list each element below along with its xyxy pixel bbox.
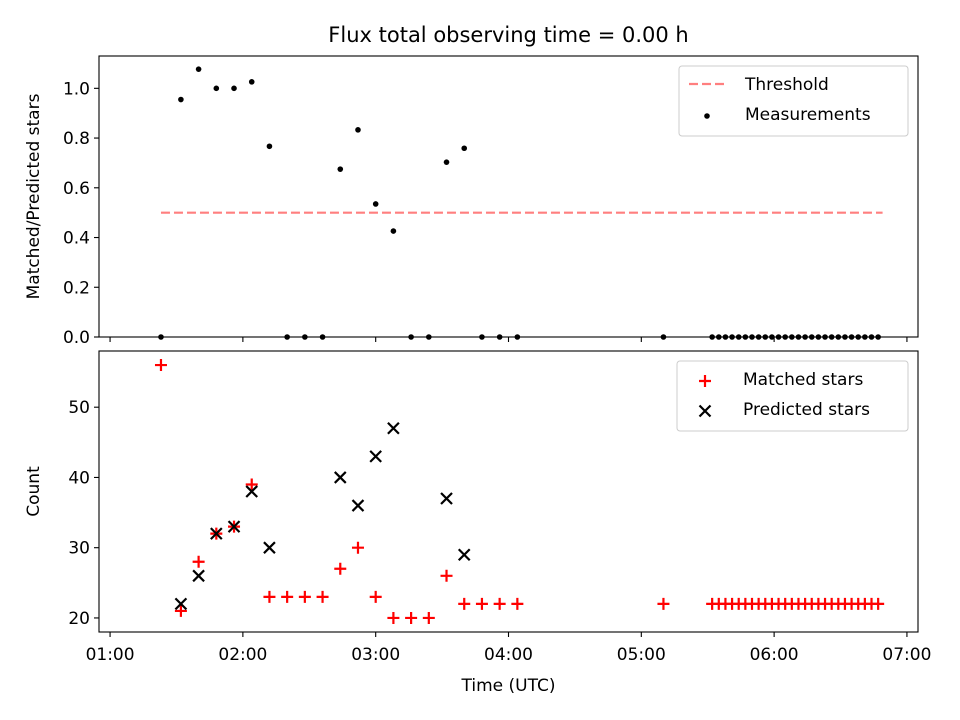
data-point — [351, 499, 365, 512]
data-point — [334, 562, 347, 575]
y-axis-label: Count — [24, 466, 44, 517]
data-point — [245, 478, 258, 491]
data-point — [337, 166, 344, 172]
data-point — [333, 471, 347, 484]
y-tick-label: 0.0 — [63, 328, 90, 348]
data-point — [195, 66, 202, 72]
legend-label: Threshold — [744, 75, 829, 95]
x-tick-label: 05:00 — [617, 645, 666, 665]
plot-frame — [98, 350, 919, 633]
y-axis-label: Matched/Predicted stars — [24, 93, 44, 299]
data-point — [405, 611, 418, 624]
data-point — [174, 604, 187, 617]
data-point — [213, 85, 220, 92]
y-tick-label: 0.6 — [63, 179, 90, 199]
data-point — [281, 590, 294, 603]
chart-panel-1: Flux total observing time = 0.00 h Matche… — [24, 23, 919, 348]
x-tick-label: 03:00 — [351, 645, 400, 665]
data-point — [387, 611, 400, 624]
y-tick-label: 40 — [68, 468, 90, 488]
data-point — [372, 201, 379, 207]
data-point — [440, 492, 453, 505]
data-point — [657, 597, 670, 610]
chart-panel-2: Count Time (UTC) 01:00 02:00 03:00 04:00 05:00… — [24, 350, 931, 696]
legend: Threshold Measurements — [678, 65, 909, 137]
data-point — [355, 127, 361, 133]
data-point — [443, 159, 450, 165]
data-point — [178, 96, 184, 103]
y-tick-label: 0.4 — [63, 229, 90, 249]
data-point — [390, 228, 397, 234]
y-tick-label: 30 — [68, 539, 90, 559]
legend-box — [676, 360, 909, 432]
data-point — [475, 597, 488, 610]
data-point — [298, 590, 311, 603]
y-tick-label: 20 — [68, 609, 90, 629]
data-point — [457, 548, 471, 562]
y-tick-label: 0.2 — [63, 278, 90, 298]
legend-box — [678, 65, 909, 137]
data-point — [351, 541, 364, 554]
plot-frame — [98, 55, 919, 338]
legend-label: Measurements — [745, 105, 871, 125]
chart-title: Flux total observing time = 0.00 h — [328, 23, 688, 47]
data-point — [231, 85, 237, 92]
data-point — [458, 597, 471, 610]
x-tick-label: 01:00 — [86, 645, 135, 665]
y-tick-label: 1.0 — [63, 79, 90, 99]
x-tick-label: 02:00 — [218, 645, 267, 665]
data-point — [316, 590, 329, 603]
x-axis-label: Time (UTC) — [461, 676, 556, 696]
series-2 — [174, 421, 471, 611]
data-point — [227, 520, 241, 533]
data-point — [248, 79, 255, 85]
data-point — [422, 611, 435, 624]
y-tick-label: 50 — [68, 398, 90, 418]
data-point — [174, 597, 188, 611]
legend-marker-swatch — [704, 113, 710, 119]
data-point — [154, 359, 167, 372]
data-point — [511, 597, 524, 610]
data-point — [369, 590, 382, 603]
data-point — [245, 485, 259, 498]
data-point — [263, 590, 276, 603]
data-point — [440, 569, 453, 582]
x-tick-label: 07:00 — [882, 645, 931, 665]
legend: Matched stars Predicted stars — [676, 360, 909, 432]
data-point — [266, 143, 273, 150]
data-point — [210, 527, 223, 540]
y-tick-label: 0.8 — [63, 129, 90, 149]
legend-marker-swatch — [698, 404, 712, 418]
data-point — [872, 597, 885, 610]
data-point — [387, 421, 400, 435]
x-tick-label: 06:00 — [750, 645, 799, 665]
legend-label: Matched stars — [743, 370, 863, 390]
legend-marker-swatch — [699, 375, 711, 387]
data-point — [192, 569, 205, 583]
data-point — [461, 145, 468, 152]
data-point — [493, 597, 506, 610]
data-point — [263, 541, 276, 554]
x-tick-label: 04:00 — [484, 645, 533, 665]
legend-label: Predicted stars — [743, 400, 870, 420]
data-point — [192, 555, 205, 568]
data-point — [369, 450, 382, 463]
